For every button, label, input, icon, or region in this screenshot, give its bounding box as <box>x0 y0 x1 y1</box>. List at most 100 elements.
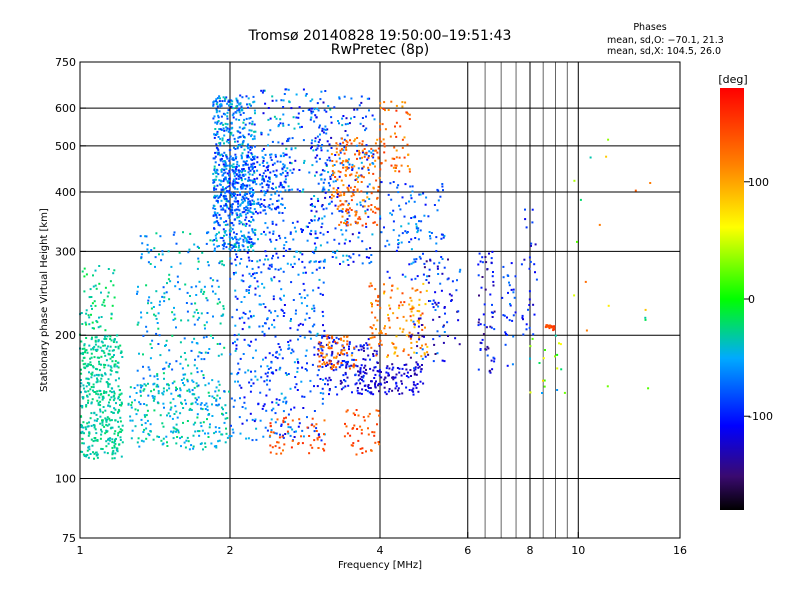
data-point <box>283 164 286 167</box>
data-point <box>197 396 200 399</box>
data-point <box>357 414 360 417</box>
data-point <box>215 237 218 240</box>
data-point <box>322 447 325 450</box>
data-point <box>185 402 187 405</box>
data-point <box>326 128 329 131</box>
data-point <box>371 303 373 306</box>
data-point <box>209 423 211 426</box>
phase-stats-x: mean, sd,X: 104.5, 26.0 <box>607 46 721 57</box>
data-point <box>337 170 340 173</box>
data-point <box>235 308 238 311</box>
data-point <box>206 409 209 412</box>
data-point <box>228 181 231 184</box>
data-point <box>290 352 293 355</box>
data-point <box>251 199 254 202</box>
data-point <box>84 321 87 324</box>
data-point <box>314 137 317 140</box>
data-point <box>344 166 347 169</box>
data-point <box>240 105 243 108</box>
data-point <box>331 160 334 162</box>
data-point <box>435 236 438 239</box>
data-point <box>330 347 333 350</box>
data-point <box>97 403 100 406</box>
data-point <box>256 156 259 159</box>
data-point <box>403 301 406 304</box>
data-point <box>243 321 246 324</box>
data-point <box>187 364 190 367</box>
data-point <box>433 262 436 265</box>
data-point <box>235 165 238 168</box>
data-point <box>335 151 338 154</box>
data-point <box>356 190 359 193</box>
data-point <box>329 366 332 369</box>
data-point <box>158 303 161 306</box>
data-point <box>217 153 220 156</box>
data-point <box>427 353 430 356</box>
data-point <box>252 273 254 276</box>
data-point <box>344 200 347 203</box>
data-point <box>323 443 326 446</box>
data-point <box>397 243 400 246</box>
data-point <box>226 157 229 160</box>
data-point <box>375 409 378 412</box>
data-point <box>229 257 232 260</box>
data-point <box>130 406 133 409</box>
data-point <box>250 378 253 381</box>
data-point <box>161 295 164 298</box>
data-point <box>173 427 176 430</box>
data-point <box>324 363 326 366</box>
data-point <box>343 152 346 155</box>
data-point <box>212 103 215 106</box>
data-point <box>147 432 150 435</box>
data-point <box>325 132 328 135</box>
data-point <box>485 326 488 329</box>
data-point <box>357 439 360 442</box>
data-point <box>378 414 381 417</box>
data-point <box>195 285 198 288</box>
data-point <box>328 388 331 390</box>
data-point <box>253 109 256 112</box>
data-point <box>326 149 329 152</box>
data-point <box>301 260 304 263</box>
data-point <box>239 170 241 172</box>
data-point <box>331 212 334 215</box>
data-point <box>258 259 261 262</box>
data-point <box>341 345 344 348</box>
data-point <box>363 349 365 352</box>
data-point <box>90 356 93 359</box>
data-point <box>248 325 251 328</box>
data-point <box>356 108 359 111</box>
data-point <box>436 352 439 355</box>
data-point <box>409 337 412 340</box>
data-point <box>477 263 480 266</box>
data-point <box>400 164 403 167</box>
data-point <box>332 369 335 372</box>
data-point <box>198 434 201 437</box>
data-point <box>240 187 243 190</box>
data-point <box>248 184 251 187</box>
data-point <box>184 373 187 376</box>
data-point <box>387 354 389 357</box>
data-point <box>360 161 363 164</box>
data-point <box>350 173 353 176</box>
data-point <box>289 233 292 235</box>
data-point <box>417 317 420 320</box>
data-point <box>212 214 215 217</box>
data-point <box>224 162 227 165</box>
data-point <box>370 380 373 383</box>
y-tick-label: 75 <box>62 532 76 545</box>
data-point <box>175 410 178 413</box>
data-point <box>408 303 411 306</box>
data-point <box>374 159 377 162</box>
data-point <box>184 399 187 402</box>
data-point <box>223 346 226 349</box>
data-point <box>363 148 366 150</box>
data-point <box>253 203 255 205</box>
data-point <box>214 213 217 216</box>
data-point <box>394 132 396 135</box>
data-point <box>287 185 290 188</box>
data-point <box>222 228 225 231</box>
data-point <box>218 383 221 386</box>
data-point <box>361 447 364 450</box>
data-point <box>374 211 377 214</box>
